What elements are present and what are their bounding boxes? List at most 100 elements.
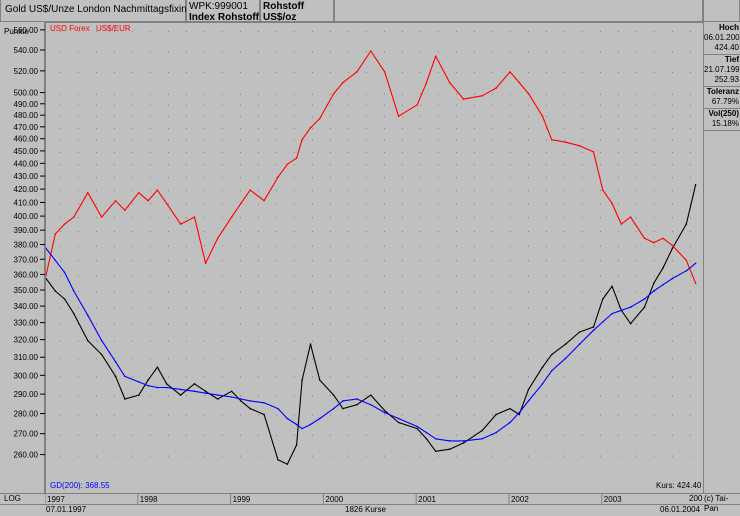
grid-dot xyxy=(474,71,475,73)
grid-dot xyxy=(474,116,475,118)
end-date: 06.01.2004 xyxy=(660,505,701,514)
grid-dot xyxy=(204,190,205,192)
grid-dot xyxy=(168,71,169,73)
series-point xyxy=(662,283,664,286)
grid-dot xyxy=(402,414,403,416)
grid-dot xyxy=(240,139,241,141)
grid-dot xyxy=(330,116,331,118)
grid-dot xyxy=(456,307,457,309)
grid-dot xyxy=(330,93,331,95)
grid-dot xyxy=(672,116,673,118)
grid-dot xyxy=(492,260,493,262)
grid-dot xyxy=(330,50,331,52)
grid-dot xyxy=(582,217,583,219)
grid-dot xyxy=(78,151,79,153)
grid-dot xyxy=(60,93,61,95)
series-point xyxy=(332,394,335,396)
grid-dot xyxy=(312,127,313,129)
grid-dot xyxy=(456,291,457,293)
series-point xyxy=(550,353,553,356)
grid-dot xyxy=(132,395,133,397)
grid-dot xyxy=(384,190,385,192)
series-point xyxy=(332,92,335,95)
grid-dot xyxy=(690,217,691,219)
grid-dot xyxy=(582,455,583,457)
grid-dot xyxy=(654,93,655,95)
grid-dot xyxy=(294,71,295,73)
grid-dot xyxy=(420,139,421,141)
grid-dot xyxy=(114,71,115,73)
grid-dot xyxy=(96,116,97,118)
y-axis-panel: Punkte 260.00 270.00 280.00 290.00 300.00 310… xyxy=(0,22,45,493)
grid-dot xyxy=(294,177,295,179)
grid-dot xyxy=(96,275,97,277)
grid-dot xyxy=(96,217,97,219)
chart-title: Gold US$/Unze London Nachmittagsfixing xyxy=(5,4,193,15)
grid-dot xyxy=(564,71,565,73)
grid-dot xyxy=(60,116,61,118)
grid-dot xyxy=(348,164,349,166)
grid-dot xyxy=(384,260,385,262)
grid-dot xyxy=(672,414,673,416)
grid-dot xyxy=(474,151,475,153)
series-point xyxy=(578,331,581,333)
grid-dot xyxy=(492,203,493,205)
grid-dot xyxy=(546,151,547,153)
series-point xyxy=(550,138,553,141)
grid-dot xyxy=(438,104,439,106)
grid-dot xyxy=(276,151,277,153)
grid-dot xyxy=(600,414,601,416)
grid-dot xyxy=(600,291,601,293)
grid-dot xyxy=(366,340,367,342)
grid-dot xyxy=(600,434,601,436)
grid-dot xyxy=(456,50,457,52)
grid-dot xyxy=(438,30,439,32)
grid-dot xyxy=(312,395,313,397)
grid-dot xyxy=(312,376,313,378)
grid-dot xyxy=(60,323,61,325)
grid-dot xyxy=(528,260,529,262)
grid-dot xyxy=(636,340,637,342)
grid-dot xyxy=(528,190,529,192)
grid-dot xyxy=(474,203,475,205)
grid-dot xyxy=(294,245,295,247)
grid-dot xyxy=(402,203,403,205)
last-year-label: 200 xyxy=(689,494,703,503)
grid-dot xyxy=(546,340,547,342)
grid-dot xyxy=(222,414,223,416)
y-tick-label: 310.00 xyxy=(14,353,39,362)
series-point xyxy=(216,237,219,240)
grid-dot xyxy=(168,203,169,205)
series-point xyxy=(611,285,613,288)
grid-dot xyxy=(222,50,223,52)
grid-dot xyxy=(312,177,313,179)
grid-dot xyxy=(222,434,223,436)
grid-dot xyxy=(690,93,691,95)
grid-dot xyxy=(78,217,79,219)
grid-dot xyxy=(546,434,547,436)
grid-dot xyxy=(312,190,313,192)
grid-dot xyxy=(276,358,277,360)
grid-dot xyxy=(366,260,367,262)
grid-dot xyxy=(330,245,331,247)
grid-dot xyxy=(168,395,169,397)
grid-dot xyxy=(456,323,457,325)
grid-dot xyxy=(564,104,565,106)
grid-dot xyxy=(438,434,439,436)
grid-dot xyxy=(348,190,349,192)
grid-dot xyxy=(348,395,349,397)
grid-dot xyxy=(96,358,97,360)
series-point xyxy=(541,382,544,385)
series-point xyxy=(54,290,57,292)
grid-dot xyxy=(690,245,691,247)
grid-dot xyxy=(222,203,223,205)
grid-dot xyxy=(258,127,259,129)
series-point xyxy=(165,202,168,205)
grid-dot xyxy=(240,71,241,73)
grid-dot xyxy=(168,434,169,436)
grid-dot xyxy=(60,414,61,416)
grid-dot xyxy=(600,164,601,166)
grid-dot xyxy=(294,358,295,360)
grid-dot xyxy=(348,455,349,457)
grid-dot xyxy=(96,30,97,32)
